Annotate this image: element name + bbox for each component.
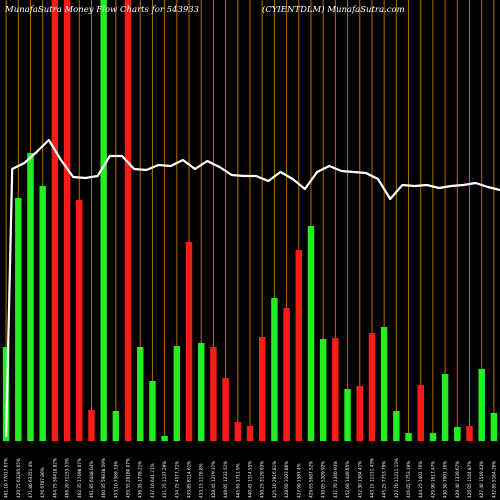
x-tick-label: 445.25 7753.79% <box>382 461 387 498</box>
x-tick-label: 433.85 8114.61% <box>187 461 192 498</box>
money-flow-bar <box>454 427 461 441</box>
x-tick-label: 420.75 63285.65% <box>16 458 21 498</box>
money-flow-bar <box>258 337 266 441</box>
x-tick-label: 427.70 11211.13% <box>394 458 399 498</box>
money-flow-bar <box>173 346 181 441</box>
money-flow-bar <box>356 386 363 441</box>
x-tick-label: 461.10 77017.67% <box>4 458 9 498</box>
x-tick-label: 471.80 63351.4% <box>28 461 33 498</box>
money-flow-bar <box>100 0 107 441</box>
money-flow-bar <box>185 242 193 441</box>
x-tick-label: 427.90 1587.4% <box>296 463 301 498</box>
x-tick-label: 466.20 71253.53% <box>65 458 70 498</box>
chart-title-right: (CYIENTDLM) MunafaSutra.com <box>262 4 405 15</box>
x-tick-label: 461.85 6448.04% <box>89 461 94 498</box>
money-flow-bar <box>137 347 144 441</box>
money-flow-bar <box>295 250 303 441</box>
money-flow-bar <box>417 385 424 441</box>
x-tick-label: 437.10 641.21% <box>150 463 155 498</box>
money-flow-bar <box>405 433 412 441</box>
x-tick-label: 434.75 4577.71% <box>174 461 179 498</box>
money-flow-bar <box>63 0 71 441</box>
money-flow-bar <box>88 410 95 441</box>
x-tick-label: 426.05 1144.87% <box>467 461 472 498</box>
money-flow-bar <box>429 433 437 441</box>
x-tick-label: 443.15 11211.43% <box>369 458 374 498</box>
x-tick-label: 444.25 1401.76% <box>418 461 423 498</box>
x-tick-label: 430.05 5209.92% <box>321 461 326 498</box>
x-tick-label: 427.40 1549.43% <box>479 461 484 498</box>
money-flow-bar <box>466 426 473 441</box>
x-tick-label: 429.40 1339.67% <box>455 461 460 498</box>
x-tick-label: 433.15 1178.8% <box>199 463 204 498</box>
x-tick-label: 429.65 5687.52% <box>308 461 313 498</box>
money-flow-bar <box>283 308 290 441</box>
money-flow-bar <box>76 200 83 441</box>
money-flow-bar <box>234 422 242 441</box>
money-flow-bar <box>222 378 229 441</box>
money-flow-bar <box>27 153 34 441</box>
x-tick-label: 436.35 1778.21% <box>138 461 143 498</box>
money-flow-bar <box>344 389 351 441</box>
money-flow-bar <box>271 298 278 441</box>
money-flow-bar <box>441 374 449 441</box>
money-flow-bar <box>112 411 120 441</box>
money-flow-bar <box>490 413 498 441</box>
money-flow-bar <box>15 198 22 441</box>
money-flow-bar <box>393 411 400 441</box>
x-tick-label: 464.75 50418.82% <box>52 458 57 498</box>
money-flow-bar <box>39 186 46 441</box>
x-tick-label: 449.05 1233.51% <box>223 461 228 498</box>
x-tick-label: 453.10 7389.33% <box>113 461 118 498</box>
money-flow-bar <box>368 333 376 441</box>
money-flow-bar <box>246 426 254 441</box>
money-flow-bar <box>307 226 315 441</box>
x-tick-label: 450.25 3129.93% <box>260 461 265 498</box>
x-tick-label: 459.55 28180.07% <box>126 458 131 498</box>
x-tick-label: 452.30 1384.41% <box>357 461 362 498</box>
x-tick-label: 440.45 1314.55% <box>248 461 253 498</box>
x-tick-label: 429.90 1617.47% <box>430 461 435 498</box>
x-tick-label: 460.35 59838.59% <box>101 458 106 498</box>
money-flow-bar <box>149 381 156 441</box>
price-line-path <box>5 138 500 438</box>
x-tick-label: 432.85 5184.26% <box>491 461 496 498</box>
money-flow-bar <box>124 0 132 441</box>
x-tick-label: 428.45 1279.37% <box>211 461 216 498</box>
money-flow-bar <box>197 343 205 441</box>
x-tick-label: 452.60 1449.85% <box>345 461 350 498</box>
money-flow-bar <box>478 369 485 441</box>
x-tick-label: 430.50 7007.16% <box>443 461 448 498</box>
money-flow-bar <box>51 0 59 441</box>
x-tick-label: 437.70 1340.93% <box>333 461 338 498</box>
x-tick-label: 425.10 2916.81% <box>272 461 277 498</box>
x-tick-label: 462.35 17498.07% <box>77 458 82 498</box>
x-tick-label: 445.65 1711.9% <box>235 463 240 498</box>
x-tick-label: 431.75 1137.29% <box>162 461 167 498</box>
x-tick-label: 428.60 3103.86% <box>284 461 289 498</box>
money-flow-bar <box>210 347 217 441</box>
x-tick-label: 476 6707.86% <box>40 467 45 498</box>
price-line <box>5 138 500 438</box>
money-flow-bar <box>161 436 168 441</box>
money-flow-bar <box>380 327 388 441</box>
money-flow-bars <box>2 0 498 441</box>
money-flow-bar <box>319 339 327 441</box>
chart-title-left: MunafaSutra Money Flow Charts for 543933 <box>4 5 199 15</box>
x-axis-labels: 461.10 77017.67% 420.75 63285.65% 471.80 6… <box>4 458 497 498</box>
money-flow-bar <box>332 338 339 441</box>
x-tick-label: 426.05 7753.19% <box>406 461 411 498</box>
